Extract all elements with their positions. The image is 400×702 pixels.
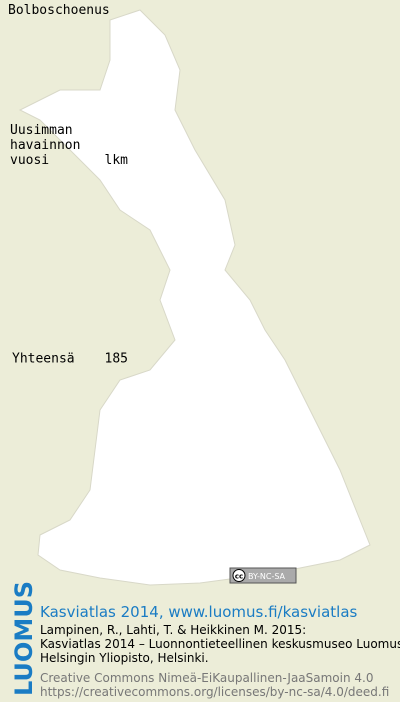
cc-text: BY-NC-SA (248, 572, 286, 581)
legend-heading: havainnon (10, 138, 80, 153)
citation: Kasviatlas 2014 – Luonnontieteellinen ke… (40, 637, 400, 651)
legend-heading: Uusimman (10, 123, 73, 138)
legend-total-label: Yhteensä (12, 352, 75, 367)
license: Creative Commons Nimeä-EiKaupallinen-Jaa… (40, 671, 374, 685)
legend-col-count: lkm (105, 153, 129, 168)
legend-col-year: vuosi (10, 153, 49, 168)
logo: LUOMUS (10, 581, 38, 696)
citation: Helsingin Yliopisto, Helsinki. (40, 651, 209, 665)
cc-icon: cc (235, 573, 243, 581)
headline: Kasviatlas 2014, www.luomus.fi/kasviatla… (40, 603, 358, 621)
license: https://creativecommons.org/licenses/by-… (40, 685, 389, 699)
legend-total: 185 (105, 352, 128, 367)
citation: Lampinen, R., Lahti, T. & Heikkinen M. 2… (40, 623, 306, 637)
map-title: Bolboschoenus (8, 3, 110, 18)
license-badge: cc BY-NC-SA (229, 567, 297, 584)
